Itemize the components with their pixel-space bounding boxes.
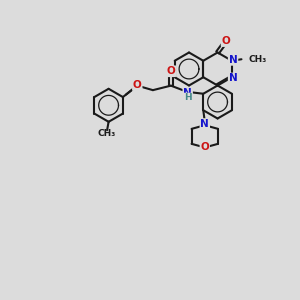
Text: N: N <box>200 119 209 129</box>
Text: O: O <box>167 66 175 76</box>
Text: O: O <box>133 80 142 90</box>
Text: N: N <box>229 55 237 65</box>
Text: O: O <box>200 142 209 152</box>
Text: O: O <box>222 36 230 46</box>
Text: CH₃: CH₃ <box>249 55 267 64</box>
Text: CH₃: CH₃ <box>98 129 116 138</box>
Text: H: H <box>184 93 191 102</box>
Text: N: N <box>229 74 237 83</box>
Text: N: N <box>183 88 192 98</box>
